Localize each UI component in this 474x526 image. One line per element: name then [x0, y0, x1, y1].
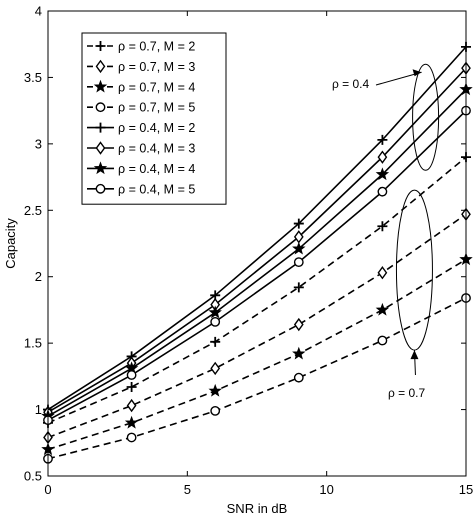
legend-item: ρ = 0.4, M = 5	[87, 182, 195, 196]
legend-swatch-marker	[93, 79, 108, 93]
data-point	[210, 405, 221, 416]
data-point	[126, 370, 137, 380]
data-point	[375, 302, 390, 316]
y-tick-label: 3.5	[24, 70, 42, 85]
data-point	[126, 398, 137, 413]
axes-frame	[47, 10, 467, 477]
data-point	[126, 432, 137, 443]
series-line	[47, 110, 467, 421]
legend-swatch-marker	[95, 102, 106, 113]
legend-label: ρ = 0.7, M = 3	[118, 60, 195, 74]
x-tick-label: 5	[184, 482, 191, 497]
axes: 0 5 10 15 0.5 1 1.5 2 2.5 3 3.5 4 SNR in dB Capacity	[3, 4, 473, 517]
legend-swatch-marker	[95, 183, 106, 194]
legend-swatch-marker	[93, 161, 108, 175]
legend-swatch-marker	[95, 41, 106, 51]
y-tick-label: 1.5	[24, 336, 42, 351]
data-point	[208, 383, 222, 397]
rho-0.7-group-ellipse	[395, 189, 433, 351]
series-line	[47, 258, 467, 451]
legend-item: ρ = 0.4, M = 4	[87, 161, 195, 176]
rho-0.4-arrowhead	[412, 69, 422, 77]
y-tick-label: 2.5	[24, 203, 42, 218]
data-point	[293, 317, 304, 332]
rho-0.7-arrowhead	[410, 350, 419, 360]
data-point	[375, 167, 390, 181]
data-point	[377, 134, 388, 145]
data-point	[293, 372, 304, 383]
annotations: ρ = 0.4 ρ = 0.7	[332, 63, 440, 400]
legend-swatch-marker	[95, 141, 106, 155]
data-point	[210, 316, 221, 327]
rho-0.4-group-ellipse	[412, 63, 440, 171]
x-tick-label: 0	[44, 482, 51, 497]
data-point	[126, 381, 137, 392]
legend-label: ρ = 0.7, M = 4	[118, 80, 195, 94]
legend-box	[81, 32, 227, 205]
y-tick-label: 4	[35, 4, 42, 19]
data-point	[377, 221, 388, 232]
y-tick-label: 2	[35, 269, 42, 284]
data-point	[210, 361, 221, 376]
legend-item: ρ = 0.4, M = 2	[87, 121, 195, 135]
data-point	[293, 218, 304, 229]
data-point	[293, 282, 304, 293]
series-line	[47, 213, 467, 439]
data-point	[210, 336, 221, 347]
series-line	[47, 67, 467, 413]
legend-swatch-marker	[95, 59, 106, 74]
series-line	[47, 156, 467, 424]
legend-item: ρ = 0.7, M = 3	[87, 59, 195, 74]
data-point	[377, 266, 388, 280]
x-tick-label: 15	[459, 482, 473, 497]
legend-label: ρ = 0.7, M = 5	[118, 101, 195, 115]
legend-label: ρ = 0.4, M = 2	[118, 121, 195, 135]
legend-item: ρ = 0.7, M = 4	[87, 79, 195, 94]
data-point	[292, 241, 306, 255]
data-point	[292, 346, 306, 360]
data-point	[377, 186, 388, 197]
data-point	[377, 150, 388, 164]
x-tick-label: 10	[319, 482, 333, 497]
legend-label: ρ = 0.4, M = 5	[118, 182, 195, 196]
data-point	[124, 415, 139, 429]
y-tick-label: 1	[35, 402, 42, 417]
y-tick-label: 0.5	[24, 469, 42, 484]
y-axis-label: Capacity	[3, 218, 18, 269]
legend: ρ = 0.7, M = 2 ρ = 0.7, M = 3 ρ = 0.7, M =…	[81, 32, 227, 205]
x-axis-label: SNR in dB	[227, 501, 288, 516]
data-point	[293, 230, 304, 244]
rho-0.4-label: ρ = 0.4	[332, 77, 370, 91]
data-point	[377, 335, 388, 346]
rho-0.4-arrow	[375, 71, 422, 86]
series-line	[47, 88, 467, 417]
legend-item: ρ = 0.4, M = 3	[87, 141, 195, 156]
data-point	[293, 257, 304, 267]
legend-label: ρ = 0.4, M = 4	[118, 162, 195, 176]
legend-item: ρ = 0.7, M = 2	[87, 40, 195, 54]
legend-label: ρ = 0.4, M = 3	[118, 142, 195, 156]
y-tick-label: 3	[35, 136, 42, 151]
data-point	[208, 305, 222, 319]
legend-label: ρ = 0.7, M = 2	[118, 40, 195, 54]
rho-0.7-label: ρ = 0.7	[388, 386, 426, 400]
series-line	[47, 46, 467, 411]
legend-swatch-marker	[95, 122, 106, 133]
series-line	[47, 297, 467, 460]
legend-item: ρ = 0.7, M = 5	[87, 101, 195, 115]
